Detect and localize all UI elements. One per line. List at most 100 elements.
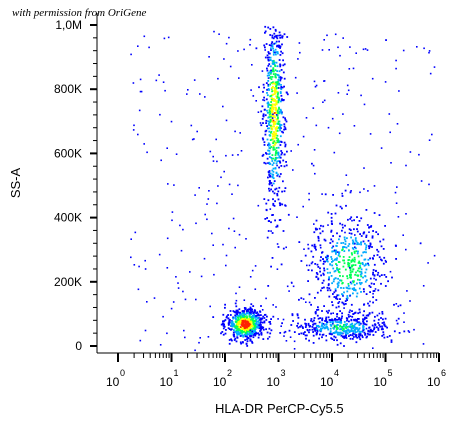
event-point — [251, 310, 254, 313]
event-point — [381, 322, 384, 324]
event-point — [268, 327, 271, 330]
event-point — [336, 326, 338, 329]
event-point — [369, 291, 371, 293]
event-point — [270, 157, 273, 159]
event-point — [407, 330, 410, 332]
event-point — [274, 104, 277, 106]
event-point — [270, 265, 272, 268]
event-point — [266, 109, 268, 112]
event-point — [340, 320, 342, 323]
event-point — [342, 226, 344, 229]
event-point — [343, 259, 345, 262]
event-point — [187, 89, 189, 91]
event-point — [342, 265, 345, 268]
event-point — [336, 282, 339, 285]
event-point — [270, 124, 272, 127]
event-point — [278, 166, 280, 169]
event-point — [249, 38, 252, 41]
event-point — [373, 212, 376, 214]
event-point — [240, 323, 243, 326]
event-point — [247, 325, 249, 328]
event-point — [171, 211, 174, 213]
event-point — [367, 264, 370, 267]
event-point — [326, 257, 329, 260]
event-point — [395, 67, 397, 70]
event-point — [267, 64, 270, 67]
event-point — [225, 264, 227, 267]
event-point — [272, 115, 274, 118]
event-point — [342, 242, 345, 244]
event-point — [355, 240, 358, 243]
event-point — [340, 279, 343, 282]
event-point — [276, 37, 279, 40]
event-point — [212, 316, 215, 318]
event-point — [363, 103, 366, 106]
event-point — [312, 255, 315, 258]
event-point — [397, 317, 400, 320]
event-point — [336, 294, 339, 297]
event-point — [277, 318, 279, 320]
event-point — [184, 298, 187, 301]
event-point — [282, 159, 285, 162]
event-point — [364, 316, 366, 319]
event-point — [358, 220, 361, 222]
event-point — [273, 192, 276, 195]
event-point — [340, 242, 343, 244]
event-point — [344, 243, 347, 245]
event-point — [289, 336, 292, 338]
event-point — [266, 92, 268, 94]
event-point — [271, 82, 274, 85]
event-point — [267, 116, 270, 119]
event-point — [262, 338, 265, 340]
x-tick-label: 10 — [320, 375, 334, 389]
event-point — [285, 246, 287, 249]
event-point — [282, 230, 285, 232]
event-point — [269, 120, 272, 123]
event-point — [267, 83, 269, 86]
event-point — [232, 217, 235, 220]
y-axis-title: SS-A — [8, 168, 23, 199]
event-point — [340, 317, 343, 320]
event-point — [208, 190, 210, 192]
event-point — [370, 226, 372, 228]
event-point — [283, 165, 286, 168]
event-point — [338, 268, 341, 270]
event-point — [266, 102, 269, 105]
event-point — [274, 73, 277, 75]
event-point — [255, 326, 258, 329]
event-point — [231, 323, 233, 325]
event-point — [418, 153, 420, 156]
event-point — [331, 117, 334, 120]
event-point — [260, 305, 262, 307]
event-point — [279, 54, 282, 56]
event-point — [244, 339, 247, 341]
event-point — [261, 317, 264, 320]
event-point — [360, 271, 363, 273]
event-point — [351, 280, 354, 283]
event-point — [326, 321, 329, 323]
event-point — [234, 317, 237, 320]
event-point — [275, 85, 277, 88]
event-point — [359, 265, 361, 267]
event-point — [338, 235, 341, 238]
event-point — [349, 337, 352, 340]
event-point — [377, 322, 380, 324]
event-point — [269, 139, 272, 141]
event-point — [316, 291, 319, 294]
event-point — [382, 331, 385, 334]
event-point — [274, 128, 277, 131]
event-point — [349, 46, 351, 48]
event-point — [359, 334, 362, 337]
event-point — [337, 302, 340, 304]
event-point — [278, 155, 281, 158]
event-point — [334, 320, 337, 323]
event-point — [356, 242, 359, 244]
event-point — [376, 314, 379, 317]
event-point — [207, 198, 210, 200]
event-point — [352, 327, 355, 330]
event-point — [354, 334, 357, 337]
event-point — [158, 253, 161, 256]
event-point — [268, 187, 270, 190]
event-point — [279, 204, 281, 207]
event-point — [261, 70, 264, 72]
